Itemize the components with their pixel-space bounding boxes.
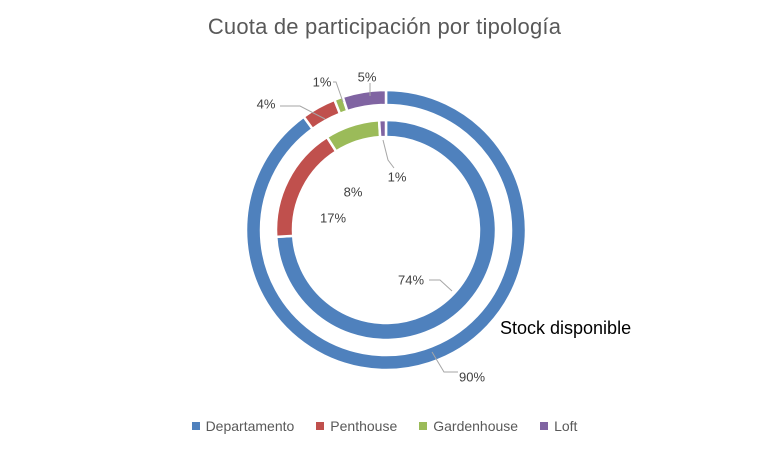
legend-label-loft: Loft [554, 418, 578, 434]
outer-slice-penthouse [301, 98, 342, 131]
inner-slice-departamento [274, 118, 498, 342]
legend-item-loft: Loft [540, 418, 577, 434]
inner-data-label-penthouse: 17% [320, 210, 346, 225]
legend-swatch-loft [540, 422, 549, 430]
legend-item-penthouse: Penthouse [316, 418, 397, 434]
outer-leader-line-gardenhouse [333, 81, 344, 103]
inner-data-label-departamento: 74% [398, 272, 424, 287]
inner-slice-gardenhouse [325, 118, 382, 154]
inner-leader-line-loft [382, 139, 395, 169]
legend-item-departamento: Departamento [191, 418, 295, 434]
legend-label-gardenhouse: Gardenhouse [433, 418, 519, 434]
inner-data-label-gardenhouse: 8% [344, 184, 363, 199]
outer-data-label-loft: 5% [358, 69, 377, 84]
outer-ring-series-label: Stock disponible [500, 318, 631, 338]
inner-slice-loft [377, 118, 388, 139]
legend-label-departamento: Departamento [205, 418, 295, 434]
outer-leader-line-penthouse [280, 105, 326, 120]
inner-leader-line-departamento [429, 279, 453, 292]
chart-legend: Departamento Penthouse Gardenhouse Loft [0, 418, 769, 434]
legend-label-penthouse: Penthouse [330, 418, 398, 434]
outer-data-label-departamento: 90% [459, 369, 485, 384]
legend-swatch-departamento [191, 422, 200, 430]
outer-leader-line-departamento [431, 351, 458, 373]
outer-data-label-gardenhouse: 1% [313, 74, 332, 89]
chart-title: Cuota de participación por tipología [207, 14, 562, 39]
legend-swatch-gardenhouse [419, 422, 428, 430]
outer-slice-loft [341, 88, 388, 113]
legend-item-gardenhouse: Gardenhouse [419, 418, 518, 434]
inner-data-label-loft: 1% [388, 169, 407, 184]
outer-slice-departamento [244, 88, 528, 372]
outer-data-label-penthouse: 4% [257, 96, 276, 111]
legend-swatch-penthouse [316, 422, 325, 430]
